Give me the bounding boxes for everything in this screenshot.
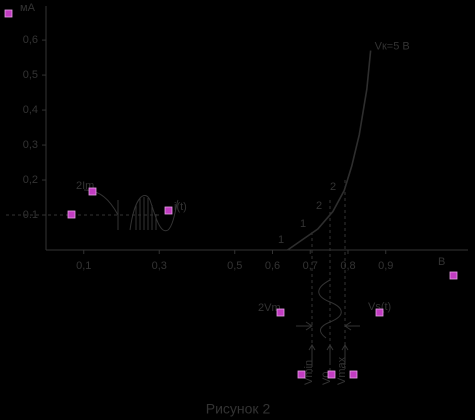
x-tick-label: 0,3 [152, 260, 167, 272]
waveform [318, 279, 342, 339]
icon [67, 210, 76, 219]
icon [4, 9, 13, 18]
icon [449, 271, 458, 280]
icon [349, 370, 358, 379]
icon [276, 308, 285, 317]
icon [297, 370, 306, 379]
icon [88, 187, 97, 196]
point-label: 1 [278, 234, 284, 246]
point-label: 2 [316, 200, 322, 212]
caption: Рисунок 2 [206, 401, 271, 417]
annotation: Vmax [336, 356, 348, 385]
icon [375, 308, 384, 317]
y-axis-label: мА [20, 2, 36, 14]
x-tick-label: 0,7 [303, 260, 318, 272]
point-label: 2 [330, 181, 336, 193]
icon [164, 206, 173, 215]
icon [327, 370, 336, 379]
arrow [296, 321, 360, 331]
x-tick-label: 0,8 [340, 260, 355, 272]
curve [287, 50, 372, 251]
annotation: i(t) [174, 201, 187, 213]
x-tick-label: 0,6 [265, 260, 280, 272]
y-tick-label: 0,4 [23, 104, 38, 116]
x-tick-label: 0,5 [227, 260, 242, 272]
y-tick-label: 0,5 [23, 69, 38, 81]
x-tick-label: 0,1 [76, 260, 91, 272]
point-label: 1 [300, 218, 306, 230]
arrow [308, 344, 349, 365]
x-tick-label: 0,9 [378, 260, 393, 272]
y-tick-label: 0,3 [23, 139, 38, 151]
y-tick-label: 0.1 [23, 209, 38, 221]
annotation: 2Vm [258, 302, 281, 314]
series-label: Vк=5 В [375, 40, 410, 52]
annotation: Vs(t) [368, 301, 391, 313]
y-tick-label: 0,2 [23, 174, 38, 186]
annotation: Vmin [303, 360, 315, 385]
x-axis-label: В [438, 256, 445, 268]
hatching [135, 197, 157, 230]
waveform [83, 189, 119, 230]
y-tick-label: 0,6 [23, 34, 38, 46]
